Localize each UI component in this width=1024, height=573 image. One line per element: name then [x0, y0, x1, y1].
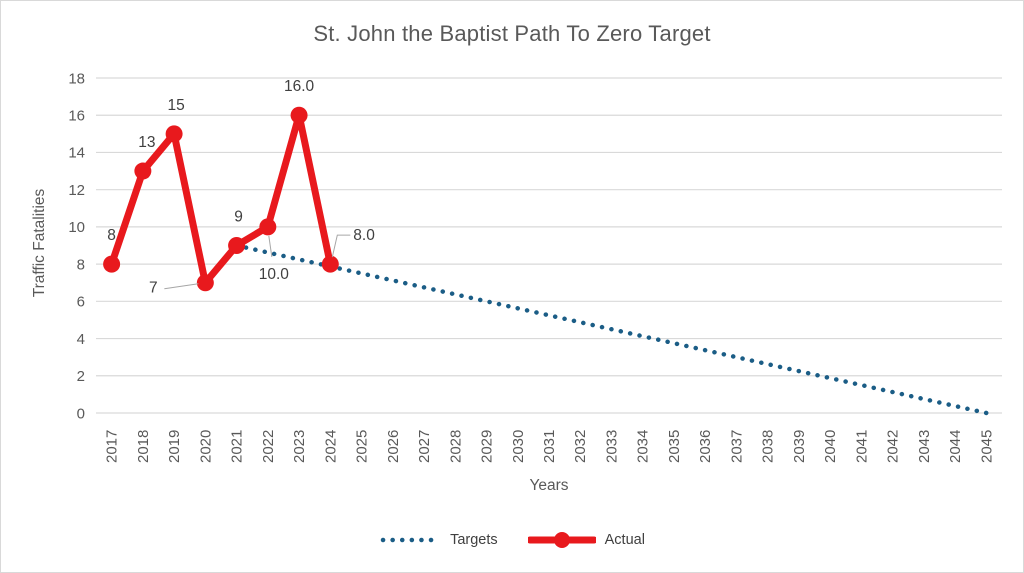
targets-line	[234, 243, 989, 416]
x-tick-label: 2037	[728, 430, 745, 463]
x-tick-label: 2045	[978, 430, 995, 463]
x-tick-label: 2030	[510, 430, 527, 463]
y-tick-label: 10	[68, 219, 85, 236]
actual-marker	[103, 255, 121, 273]
x-tick-label: 2025	[354, 430, 371, 463]
chart-title: St. John the Baptist Path To Zero Target	[313, 21, 711, 46]
x-tick-label: 2035	[666, 430, 683, 463]
x-tick-label: 2033	[603, 430, 620, 463]
x-tick-label: 2018	[135, 430, 152, 463]
x-tick-label: 2017	[104, 430, 121, 463]
y-tick-label: 12	[68, 182, 85, 199]
y-tick-label: 4	[77, 331, 85, 348]
x-tick-label: 2022	[260, 430, 277, 463]
x-tick-label: 2019	[166, 430, 183, 463]
x-tick-label: 2034	[635, 430, 652, 463]
actual-marker	[196, 274, 214, 292]
data-label: 8	[107, 227, 116, 244]
data-label: 8.0	[353, 227, 375, 244]
x-tick-label: 2032	[572, 430, 589, 463]
legend-label-actual: Actual	[604, 532, 645, 548]
actual-marker	[290, 106, 308, 124]
x-tick-label: 2028	[447, 430, 464, 463]
legend-item-targets: Targets	[379, 532, 498, 548]
actual-marker	[321, 255, 339, 273]
x-tick-label: 2043	[916, 430, 933, 463]
data-label: 7	[149, 280, 158, 297]
data-label: 15	[167, 97, 184, 114]
label-leader-line	[164, 283, 199, 290]
x-tick-label: 2036	[697, 430, 714, 463]
x-tick-label: 2038	[760, 430, 777, 463]
x-tick-label: 2039	[791, 430, 808, 463]
targets-dotted-line-icon	[380, 537, 440, 543]
y-tick-label: 16	[68, 107, 85, 124]
actual-line-icon	[527, 532, 596, 548]
actual-marker	[165, 125, 183, 143]
data-label: 16.0	[284, 78, 315, 95]
y-tick-label: 18	[68, 70, 85, 87]
x-axis-title: Years	[529, 477, 569, 494]
data-label: 10.0	[259, 266, 290, 283]
legend-item-actual: Actual	[527, 531, 645, 549]
x-tick-label: 2020	[197, 430, 214, 463]
x-tick-label: 2021	[229, 430, 246, 463]
label-leader-line	[331, 234, 351, 258]
actual-marker	[228, 237, 246, 254]
y-tick-label: 0	[77, 405, 85, 422]
y-tick-label: 8	[77, 256, 85, 273]
data-label: 13	[138, 134, 155, 151]
x-tick-label: 2029	[479, 430, 496, 463]
label-leader-line	[268, 235, 273, 257]
x-tick-label: 2026	[385, 430, 402, 463]
y-tick-label: 14	[68, 145, 85, 162]
x-tick-label: 2041	[853, 430, 870, 463]
x-tick-label: 2042	[885, 430, 902, 463]
legend: Targets Actual	[1, 531, 1023, 549]
x-tick-label: 2044	[947, 430, 964, 463]
x-tick-label: 2027	[416, 430, 433, 463]
data-label: 9	[234, 209, 243, 226]
x-tick-label: 2040	[822, 430, 839, 463]
x-tick-label: 2024	[322, 430, 339, 463]
actual-marker	[259, 218, 277, 236]
y-tick-label: 6	[77, 294, 85, 311]
legend-label-targets: Targets	[450, 532, 498, 548]
y-tick-label: 2	[77, 368, 85, 385]
x-tick-label: 2031	[541, 430, 558, 463]
x-tick-label: 2023	[291, 430, 308, 463]
actual-marker	[134, 162, 152, 180]
